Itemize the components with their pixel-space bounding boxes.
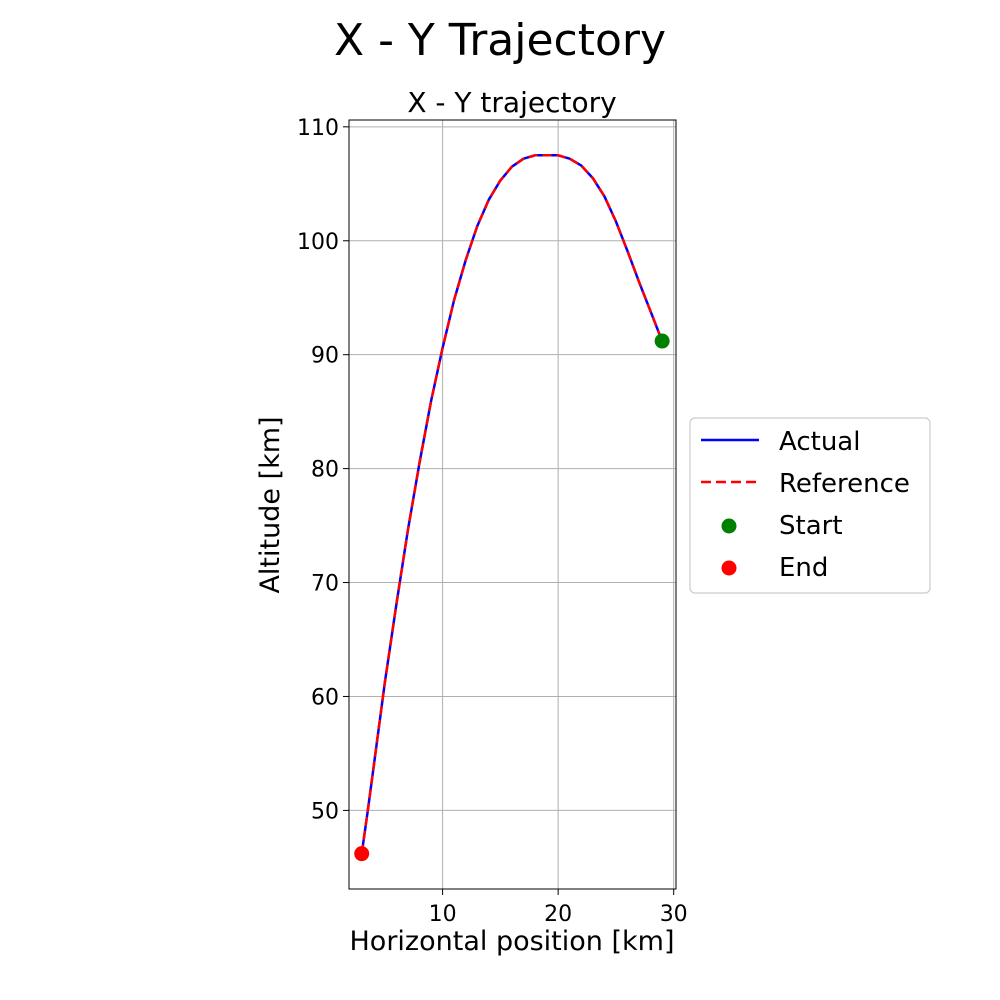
y-tick-label: 50 [311, 799, 339, 824]
plot-area-frame [348, 119, 677, 890]
x-tick-label: 30 [660, 902, 688, 927]
series-actual-line [360, 154, 664, 854]
y-axis-label: Altitude [km] [255, 416, 286, 593]
figure-suptitle: X - Y Trajectory [334, 15, 666, 66]
grid-lines [349, 120, 676, 889]
legend-actual-label: Actual [779, 427, 860, 457]
y-tick-label: 80 [311, 458, 339, 483]
end-point-marker [354, 846, 370, 862]
legend-start-marker [721, 518, 737, 534]
legend: Actual Reference Start End [689, 417, 931, 594]
x-tick-label: 10 [429, 902, 457, 927]
plot-series [360, 154, 664, 854]
y-tick-label: 100 [297, 230, 339, 255]
legend-end-marker [721, 560, 737, 576]
axis-ticks: 10 20 30 50 60 70 80 90 100 110 [297, 116, 688, 927]
x-axis-label: Horizontal position [km] [350, 926, 675, 957]
y-tick-label: 60 [311, 685, 339, 710]
y-tick-label: 70 [311, 572, 339, 597]
x-tick-label: 20 [544, 902, 572, 927]
series-reference-line [360, 154, 664, 854]
y-tick-label: 110 [297, 116, 339, 141]
legend-box [689, 417, 931, 594]
legend-reference-label: Reference [779, 469, 910, 499]
start-point-marker [654, 333, 670, 349]
legend-start-label: Start [779, 511, 843, 541]
plot-markers [354, 333, 670, 862]
y-tick-label: 90 [311, 344, 339, 369]
legend-end-label: End [779, 553, 828, 583]
axes-title: X - Y trajectory [407, 86, 616, 119]
